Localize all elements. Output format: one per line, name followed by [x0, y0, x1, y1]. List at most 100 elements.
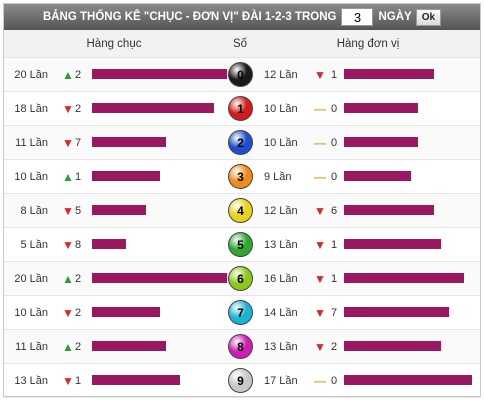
tens-bar: [92, 171, 160, 181]
tens-bar: [92, 273, 227, 283]
units-count: 9 Lần: [264, 171, 292, 183]
table-row: 18 Lần ▼ 2 1 10 Lần — 0: [4, 92, 480, 126]
column-header-digit: Số: [232, 37, 248, 50]
units-change: 6: [331, 205, 338, 217]
digit-ball: 5: [228, 232, 253, 257]
tens-change: 5: [75, 205, 82, 217]
units-bar: [344, 205, 434, 215]
units-change: 1: [331, 239, 338, 251]
tens-count: 8 Lần: [20, 205, 48, 217]
tens-count: 10 Lần: [14, 307, 48, 319]
table-row: 10 Lần ▲ 1 3 9 Lần — 0: [4, 160, 480, 194]
units-change: 0: [331, 137, 338, 149]
table-row: 11 Lần ▲ 2 8 13 Lần ▼ 2: [4, 330, 480, 364]
panel-header: BẢNG THỐNG KÊ "CHỤC - ĐƠN VỊ" ĐÀI 1-2-3 …: [4, 4, 480, 30]
tens-count: 5 Lần: [20, 239, 48, 251]
dash-icon: —: [314, 136, 326, 150]
units-count: 12 Lần: [264, 69, 298, 81]
units-count: 17 Lần: [264, 375, 298, 387]
units-bar: [344, 239, 441, 249]
tens-count: 20 Lần: [14, 69, 48, 81]
arrow-down-icon: ▼: [62, 204, 74, 218]
table-row: 8 Lần ▼ 5 4 12 Lần ▼ 6: [4, 194, 480, 228]
units-bar: [344, 137, 418, 147]
arrow-down-icon: ▼: [314, 68, 326, 82]
units-bar: [344, 103, 418, 113]
tens-change: 8: [75, 239, 82, 251]
dash-icon: —: [314, 170, 326, 184]
arrow-up-icon: ▲: [62, 340, 74, 354]
arrow-down-icon: ▼: [62, 374, 74, 388]
arrow-down-icon: ▼: [62, 306, 74, 320]
arrow-down-icon: ▼: [62, 136, 74, 150]
tens-count: 18 Lần: [14, 103, 48, 115]
table-row: 13 Lần ▼ 1 9 17 Lần — 0: [4, 364, 480, 398]
tens-count: 11 Lần: [15, 341, 48, 353]
stats-rows: 20 Lần ▲ 2 0 12 Lần ▼ 1 18 Lần ▼ 2 1 10 Lần —0 11 Lần…: [4, 58, 480, 398]
tens-change: 1: [75, 375, 82, 387]
tens-change: 2: [75, 307, 82, 319]
units-count: 12 Lần: [264, 205, 298, 217]
units-count: 10 Lần: [264, 137, 298, 149]
units-count: 13 Lần: [264, 341, 298, 353]
tens-bar: [92, 69, 227, 79]
column-header-units: Hàng đơn vị: [336, 37, 400, 50]
tens-change: 2: [75, 273, 82, 285]
column-header-row: Hàng chục Số Hàng đơn vị: [4, 30, 480, 58]
units-change: 7: [331, 307, 338, 319]
units-change: 1: [331, 69, 338, 81]
tens-change: 1: [75, 171, 82, 183]
tens-bar: [92, 239, 126, 249]
units-bar: [344, 307, 449, 317]
digit-ball: 3: [228, 164, 253, 189]
units-bar: [344, 375, 472, 385]
table-row: 20 Lần ▲ 2 6 16 Lần ▼ 1: [4, 262, 480, 296]
tens-change: 2: [75, 69, 82, 81]
units-change: 0: [331, 103, 338, 115]
tens-change: 2: [75, 103, 82, 115]
tens-count: 13 Lần: [14, 375, 48, 387]
table-row: 20 Lần ▲ 2 0 12 Lần ▼ 1: [4, 58, 480, 92]
units-count: 10 Lần: [264, 103, 298, 115]
tens-bar: [92, 137, 166, 147]
tens-count: 20 Lần: [14, 273, 48, 285]
units-bar: [344, 171, 411, 181]
digit-ball: 4: [228, 198, 253, 223]
arrow-up-icon: ▲: [62, 68, 74, 82]
arrow-down-icon: ▼: [314, 204, 326, 218]
digit-ball: 9: [228, 368, 253, 393]
digit-ball: 0: [228, 62, 253, 87]
digit-ball: 6: [228, 266, 253, 291]
table-row: 10 Lần ▼ 2 7 14 Lần ▼ 7: [4, 296, 480, 330]
units-bar: [344, 69, 434, 79]
tens-change: 2: [75, 341, 82, 353]
tens-bar: [92, 103, 214, 113]
dash-icon: —: [314, 374, 326, 388]
tens-bar: [92, 341, 166, 351]
units-change: 0: [331, 375, 338, 387]
column-header-tens: Hàng chục: [86, 37, 142, 50]
table-row: 5 Lần ▼ 8 5 13 Lần ▼ 1: [4, 228, 480, 262]
days-input[interactable]: [341, 8, 374, 26]
units-change: 0: [331, 171, 338, 183]
arrow-down-icon: ▼: [314, 340, 326, 354]
arrow-up-icon: ▲: [62, 170, 74, 184]
digit-ball: 8: [228, 334, 253, 359]
units-change: 1: [331, 273, 338, 285]
header-title: BẢNG THỐNG KÊ "CHỤC - ĐƠN VỊ" ĐÀI 1-2-3 …: [42, 11, 337, 23]
arrow-up-icon: ▲: [62, 272, 74, 286]
units-change: 2: [331, 341, 338, 353]
table-row: 11 Lần ▼ 7 2 10 Lần — 0: [4, 126, 480, 160]
tens-bar: [92, 375, 180, 385]
units-count: 14 Lần: [264, 307, 298, 319]
days-label: NGÀY: [378, 11, 412, 23]
tens-count: 11 Lần: [15, 137, 48, 149]
stats-panel: BẢNG THỐNG KÊ "CHỤC - ĐƠN VỊ" ĐÀI 1-2-3 …: [3, 3, 481, 398]
digit-ball: 7: [228, 300, 253, 325]
dash-icon: —: [314, 102, 326, 116]
digit-ball: 1: [228, 96, 253, 121]
ok-button[interactable]: Ok: [415, 8, 442, 26]
arrow-down-icon: ▼: [314, 272, 326, 286]
arrow-down-icon: ▼: [62, 238, 74, 252]
tens-bar: [92, 307, 160, 317]
